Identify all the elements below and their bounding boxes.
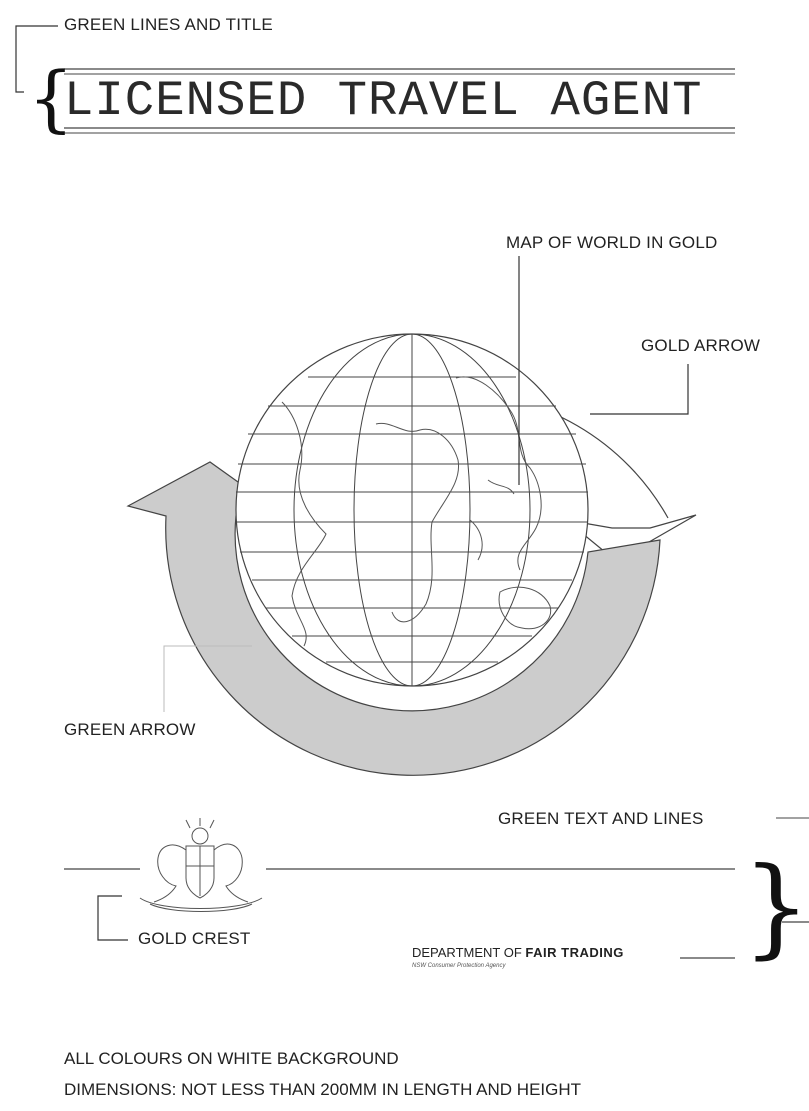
- gold-arrow-leader-line: [590, 364, 689, 415]
- crest-leader-line: [97, 895, 128, 941]
- label-green-lines-and-title: GREEN LINES AND TITLE: [64, 15, 273, 34]
- department-bold: FAIR TRADING: [525, 945, 624, 960]
- world-globe: [235, 333, 589, 687]
- label-green-arrow: GREEN ARROW: [64, 720, 196, 739]
- footer-line-1: ALL COLOURS ON WHITE BACKGROUND: [64, 1049, 399, 1068]
- label-map-of-world: MAP OF WORLD IN GOLD: [506, 233, 718, 252]
- gold-crest: [139, 818, 263, 912]
- title-brace: {: [28, 56, 74, 140]
- label-green-text-and-lines: GREEN TEXT AND LINES: [498, 809, 704, 828]
- green-arrow: [126, 461, 661, 776]
- page-title: LICENSED TRAVEL AGENT: [64, 73, 703, 129]
- label-gold-crest: GOLD CREST: [138, 929, 251, 948]
- label-gold-arrow: GOLD ARROW: [641, 336, 761, 355]
- gold-arrow-head: [563, 514, 697, 562]
- green-arrow-leader-line: [163, 645, 252, 712]
- department-name: DEPARTMENT OF FAIR TRADING: [412, 945, 624, 960]
- right-brace: }: [742, 845, 809, 970]
- title-leader-line: [15, 25, 58, 93]
- footer-line-2: DIMENSIONS: NOT LESS THAN 200MM IN LENGT…: [64, 1080, 582, 1099]
- department-prefix: DEPARTMENT OF: [412, 945, 526, 960]
- department-subtitle: NSW Consumer Protection Agency: [412, 963, 506, 969]
